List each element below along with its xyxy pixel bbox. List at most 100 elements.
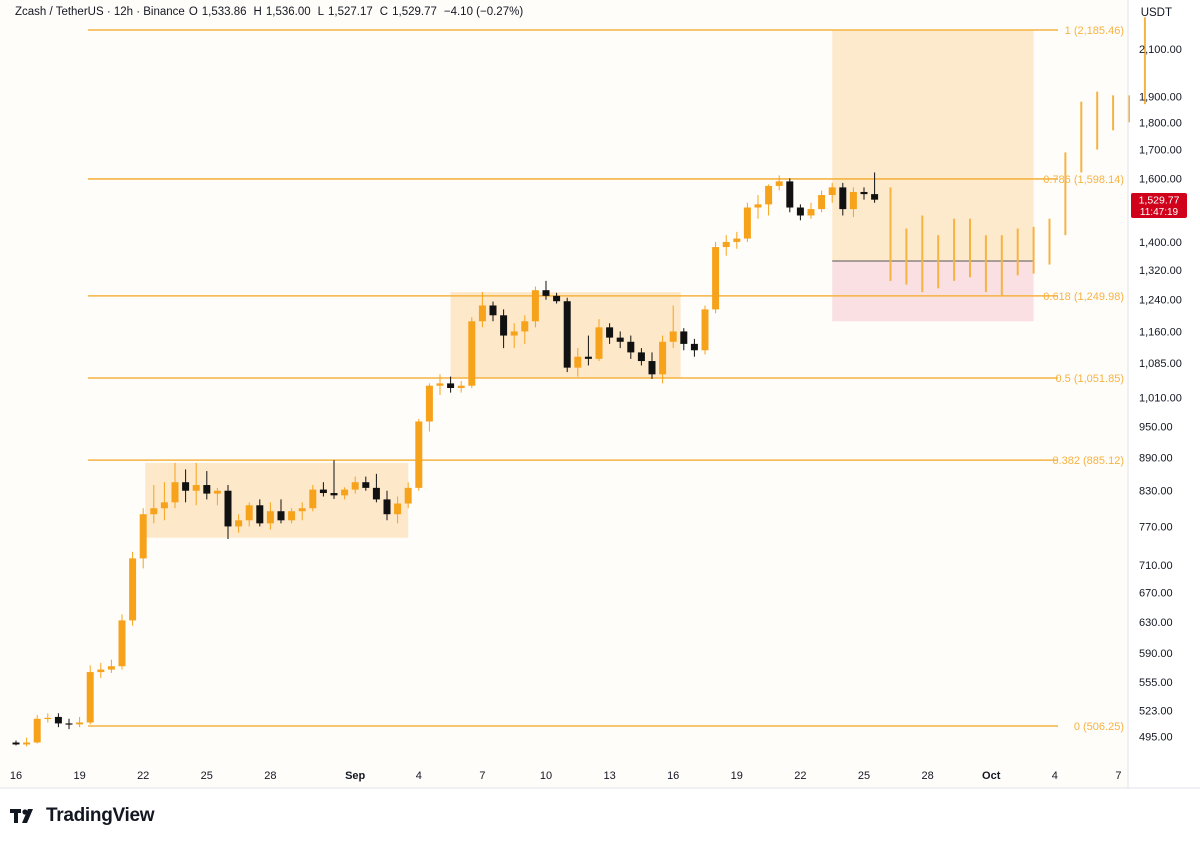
y-tick-label: 523.00 <box>1139 706 1173 718</box>
y-tick-label: 1,240.00 <box>1139 295 1182 307</box>
badge-price-text: 1,529.77 <box>1139 195 1180 207</box>
candle-body <box>298 508 306 512</box>
fib-label-0: 0 (506.25) <box>1074 721 1124 733</box>
fibonacci-layer: 1 (2,185.46) 0.786 (1,598.14) 0.618 (1,249… <box>88 25 1124 733</box>
candle-body <box>871 194 879 200</box>
candle-body <box>690 343 698 351</box>
candle-body <box>860 191 868 195</box>
candle <box>362 476 370 491</box>
candle-body <box>468 321 476 386</box>
x-tick-label: 4 <box>1052 770 1058 782</box>
candle-body <box>722 241 730 248</box>
candle <box>309 485 317 512</box>
symbol-title[interactable]: Zcash / TetherUS · 12h · Binance <box>15 6 185 18</box>
currency-label[interactable]: USDT <box>1140 7 1172 19</box>
candle <box>510 323 518 349</box>
candle <box>256 499 264 527</box>
candle <box>235 514 243 533</box>
candle-body <box>372 487 380 500</box>
price-axis[interactable]: 2,100.00 1,900.00 1,800.00 1,700.00 1,600.00… <box>1139 44 1182 744</box>
open-value: 1,533.86 <box>201 6 247 18</box>
candle-body <box>330 493 338 496</box>
candle <box>712 241 720 314</box>
candle-body <box>648 361 656 375</box>
candle-body <box>150 508 158 515</box>
candle-body <box>224 490 232 527</box>
candle-body <box>637 352 645 362</box>
candle-body <box>786 181 794 208</box>
x-tick-label: Sep <box>345 770 365 782</box>
tradingview-branding[interactable]: TradingView <box>10 805 155 827</box>
y-tick-label: 1,900.00 <box>1139 92 1182 104</box>
candle-body <box>754 204 762 208</box>
candle-body <box>54 716 62 724</box>
candle-body <box>765 185 773 205</box>
candle-body <box>415 421 423 488</box>
candle <box>76 716 84 728</box>
candle <box>733 231 741 249</box>
y-tick-label: 1,800.00 <box>1139 117 1182 129</box>
fib-label-0.618: 0.618 (1,249.98) <box>1043 291 1124 303</box>
candle <box>701 305 709 355</box>
candle <box>330 460 338 499</box>
candle <box>616 331 624 349</box>
candle-body <box>319 489 327 494</box>
candle-body <box>23 742 31 745</box>
y-tick-label: 590.00 <box>1139 648 1173 660</box>
candle-body <box>489 305 497 316</box>
candle <box>224 485 232 539</box>
candle-body <box>574 356 582 368</box>
candle <box>542 280 550 300</box>
candle-body <box>213 490 221 494</box>
low-key: L <box>317 6 325 18</box>
candle-body <box>712 247 720 310</box>
symbol-legend[interactable]: Zcash / TetherUS · 12h · Binance O 1,533.… <box>15 6 526 18</box>
candle <box>796 204 804 221</box>
candle <box>266 502 274 530</box>
candle <box>775 175 783 191</box>
candle-body <box>849 191 857 210</box>
candle-body <box>542 290 550 296</box>
candle-body <box>563 301 571 368</box>
candle <box>129 551 137 626</box>
candle <box>818 190 826 213</box>
y-tick-label: 630.00 <box>1139 617 1173 629</box>
y-tick-label: 1,320.00 <box>1139 265 1182 277</box>
x-tick-label: 22 <box>794 770 806 782</box>
candle <box>203 471 211 500</box>
candle-body <box>44 717 52 720</box>
x-tick-label: 22 <box>137 770 149 782</box>
candle-body <box>425 385 433 422</box>
candle-body <box>616 337 624 342</box>
candle <box>839 182 847 216</box>
candle-body <box>436 383 444 386</box>
candle <box>383 490 391 521</box>
x-tick-label: 4 <box>416 770 422 782</box>
x-tick-label: 25 <box>858 770 870 782</box>
candle <box>33 715 41 744</box>
time-axis[interactable]: 16 19 22 25 28 Sep 4 7 10 13 16 19 22 25 28 Oct 4 7 <box>10 770 1122 782</box>
candle-body <box>669 331 677 342</box>
candle-body <box>107 666 115 670</box>
candle <box>44 713 52 723</box>
target-zone <box>832 30 1034 262</box>
close-value: 1,529.77 <box>392 6 437 18</box>
candle <box>584 335 592 366</box>
candle <box>648 352 656 379</box>
candle-body <box>743 207 751 239</box>
candles-layer <box>12 172 879 747</box>
candle-body <box>182 482 190 491</box>
x-tick-label: 28 <box>264 770 276 782</box>
candle-body <box>521 321 529 332</box>
candle-body <box>33 718 41 743</box>
candle <box>595 319 603 362</box>
candle <box>139 508 147 569</box>
open-key: O <box>188 6 198 18</box>
y-tick-label: 1,010.00 <box>1139 392 1182 404</box>
candle-body <box>500 315 508 336</box>
candle <box>669 305 677 349</box>
candle <box>182 469 190 503</box>
y-tick-label: 1,700.00 <box>1139 145 1182 157</box>
